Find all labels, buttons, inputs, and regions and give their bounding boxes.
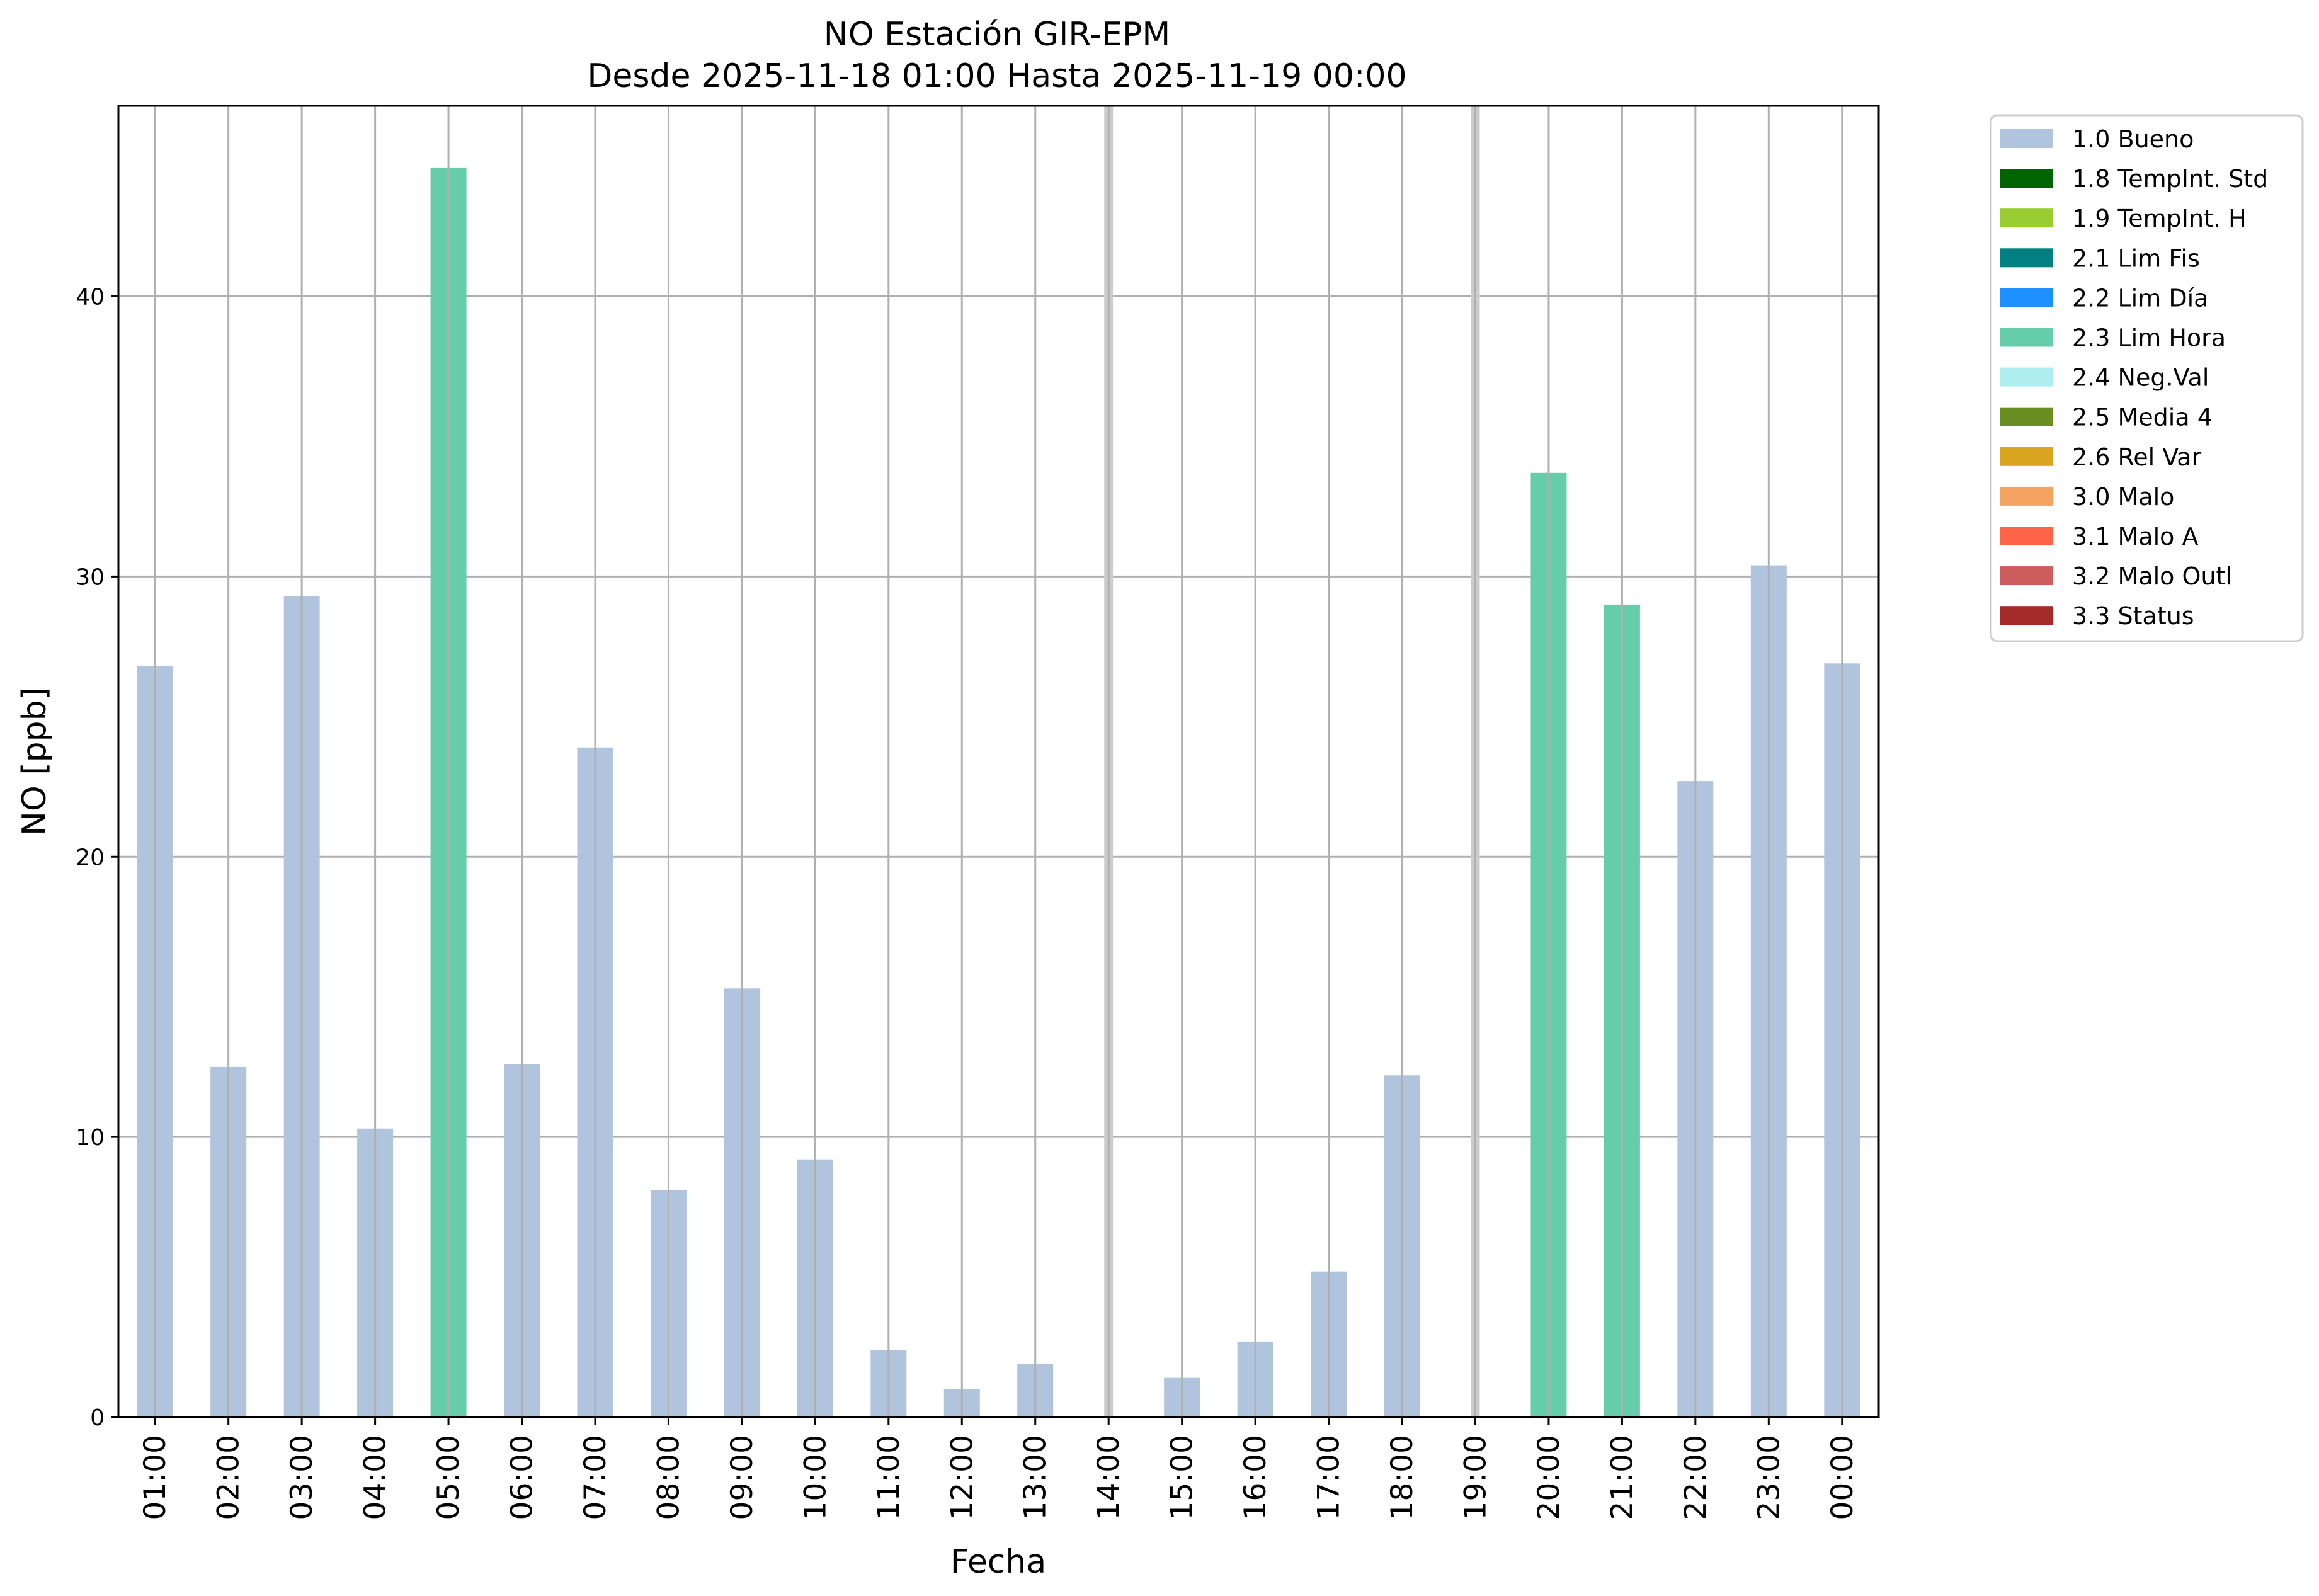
legend-label: 1.8 TempInt. Std bbox=[2072, 165, 2268, 193]
x-tick-label: 18:00 bbox=[1385, 1435, 1420, 1520]
y-axis-label: NO [ppb] bbox=[16, 687, 54, 836]
x-tick-label: 08:00 bbox=[651, 1435, 686, 1520]
legend-swatch bbox=[2000, 169, 2053, 188]
x-tick-label: 05:00 bbox=[431, 1435, 466, 1520]
chart-title: NO Estación GIR-EPM bbox=[824, 16, 1170, 54]
x-tick-label: 10:00 bbox=[798, 1435, 833, 1520]
legend-label: 2.5 Media 4 bbox=[2072, 404, 2213, 431]
x-tick-label: 21:00 bbox=[1605, 1435, 1639, 1520]
legend-swatch bbox=[2000, 527, 2053, 545]
x-tick-label: 16:00 bbox=[1238, 1435, 1273, 1520]
x-tick-label: 14:00 bbox=[1091, 1435, 1126, 1520]
legend-label: 1.9 TempInt. H bbox=[2072, 205, 2247, 232]
legend: 1.0 Bueno 1.8 TempInt. Std 1.9 TempInt. H 2… bbox=[1991, 115, 2303, 641]
y-tick-label: 30 bbox=[76, 564, 105, 590]
x-tick-label: 09:00 bbox=[725, 1435, 760, 1520]
x-tick-label: 11:00 bbox=[872, 1435, 906, 1520]
y-tick-label: 10 bbox=[76, 1125, 105, 1151]
y-tick-label: 40 bbox=[76, 285, 105, 311]
x-tick-label: 17:00 bbox=[1312, 1435, 1347, 1520]
grid-vertical bbox=[155, 106, 1842, 1417]
legend-label: 3.2 Malo Outl bbox=[2072, 562, 2232, 590]
x-tick-label: 19:00 bbox=[1458, 1435, 1493, 1520]
legend-swatch bbox=[2000, 248, 2053, 267]
x-tick-label: 02:00 bbox=[212, 1435, 246, 1520]
x-tick-label: 15:00 bbox=[1165, 1435, 1200, 1520]
x-tick-label: 03:00 bbox=[285, 1435, 319, 1520]
x-ticks: 01:00 02:00 03:00 04:00 05:00 06:00 07:00 08:00… bbox=[138, 1417, 1860, 1520]
legend-label: 2.1 Lim Fis bbox=[2072, 244, 2200, 272]
x-tick-label: 20:00 bbox=[1532, 1435, 1566, 1520]
legend-label: 2.4 Neg.Val bbox=[2072, 364, 2209, 392]
legend-label: 3.3 Status bbox=[2072, 602, 2194, 630]
y-tick-label: 20 bbox=[76, 845, 105, 870]
x-tick-label: 01:00 bbox=[138, 1435, 173, 1520]
bars bbox=[137, 168, 1860, 1417]
legend-swatch bbox=[2000, 487, 2053, 506]
legend-swatch bbox=[2000, 566, 2053, 585]
y-tick-label: 0 bbox=[90, 1405, 105, 1431]
legend-label: 3.1 Malo A bbox=[2072, 523, 2198, 550]
legend-swatch bbox=[2000, 328, 2053, 347]
x-tick-label: 22:00 bbox=[1678, 1435, 1713, 1520]
legend-label: 2.6 Rel Var bbox=[2072, 443, 2202, 471]
legend-swatch bbox=[2000, 606, 2053, 625]
legend-swatch bbox=[2000, 368, 2053, 387]
x-tick-label: 00:00 bbox=[1825, 1435, 1860, 1520]
legend-swatch bbox=[2000, 208, 2053, 227]
y-ticks: 0 10 20 30 40 bbox=[76, 285, 118, 1431]
x-tick-label: 04:00 bbox=[358, 1435, 393, 1520]
chart-subtitle: Desde 2025-11-18 01:00 Hasta 2025-11-19 … bbox=[587, 57, 1406, 95]
x-tick-label: 23:00 bbox=[1752, 1435, 1786, 1520]
x-tick-label: 06:00 bbox=[505, 1435, 540, 1520]
x-axis-label: Fecha bbox=[950, 1543, 1046, 1581]
legend-swatch bbox=[2000, 447, 2053, 466]
legend-label: 1.0 Bueno bbox=[2072, 125, 2194, 153]
legend-label: 3.0 Malo bbox=[2072, 483, 2174, 511]
legend-label: 2.2 Lim Día bbox=[2072, 284, 2208, 312]
x-tick-label: 12:00 bbox=[945, 1435, 979, 1520]
x-tick-label: 07:00 bbox=[578, 1435, 613, 1520]
legend-label: 2.3 Lim Hora bbox=[2072, 324, 2226, 352]
legend-swatch bbox=[2000, 129, 2053, 148]
legend-swatch bbox=[2000, 288, 2053, 307]
x-tick-label: 13:00 bbox=[1018, 1435, 1053, 1520]
legend-swatch bbox=[2000, 408, 2053, 426]
